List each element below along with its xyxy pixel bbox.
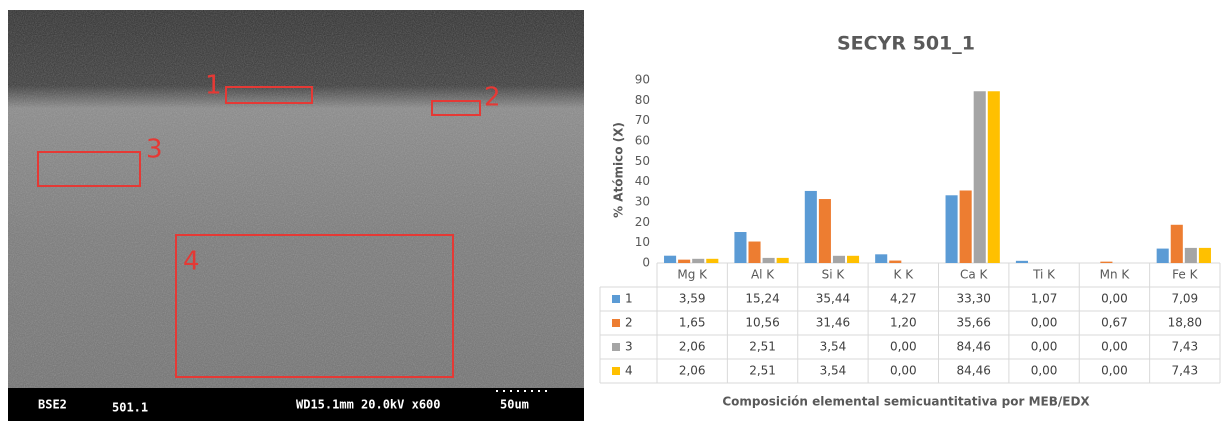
value-label: 4,27 [890,292,917,306]
bar [875,254,887,263]
x-axis-label: Composición elemental semicuantitativa p… [722,395,1090,409]
bar [734,232,746,263]
bar [664,256,676,263]
value-label: 1,65 [679,316,706,330]
region-label: 1 [205,71,222,101]
bar [1157,249,1169,263]
x-tick-label: Al K [751,268,775,282]
value-label: 3,54 [820,340,847,354]
bar [678,260,690,263]
value-label: 10,56 [745,316,779,330]
y-tick-label: 20 [635,215,650,229]
value-label: 7,09 [1171,292,1198,306]
legend-key [612,343,620,351]
x-tick-label: Ti K [1032,268,1056,282]
value-label: 3,59 [679,292,706,306]
bar [1016,261,1028,263]
region-label: 4 [183,247,200,277]
x-tick-label: Mn K [1100,268,1131,282]
y-tick-label: 50 [635,154,650,168]
bar [1185,248,1197,263]
legend-label: 4 [625,364,633,378]
bar [819,199,831,263]
bar [805,191,817,263]
value-label: 1,07 [1031,292,1058,306]
bar [1171,225,1183,263]
legend-key [612,295,620,303]
region-label: 3 [146,135,163,165]
value-label: 0,00 [890,340,917,354]
bar [889,261,901,263]
legend-label: 1 [625,292,633,306]
value-label: 15,24 [745,292,779,306]
sem-image: 1 2 3 4 BSE2 501.1 WD15.1mm 20.0kV x600 … [8,10,584,421]
y-tick-label: 0 [642,256,650,270]
value-label: 2,06 [679,364,706,378]
y-axis-label: % Atómico (X) [612,122,626,218]
y-tick-label: 60 [635,134,650,148]
x-tick-label: Si K [822,268,846,282]
value-label: 3,54 [820,364,847,378]
value-label: 35,44 [816,292,850,306]
value-label: 0,00 [1031,316,1058,330]
bar [706,259,718,263]
value-label: 0,00 [1031,340,1058,354]
y-tick-label: 70 [635,113,650,127]
info-detector: BSE2 [38,398,67,412]
bar [833,256,845,263]
y-tick-label: 90 [635,73,650,87]
bar [988,91,1000,263]
value-label: 84,46 [957,340,991,354]
x-tick-label: K K [894,268,915,282]
bar [974,91,986,263]
value-label: 0,00 [1101,340,1128,354]
legend-key [612,319,620,327]
value-label: 2,06 [679,340,706,354]
value-label: 18,80 [1168,316,1202,330]
value-label: 0,00 [1031,364,1058,378]
value-label: 0,00 [1101,364,1128,378]
bar [1100,262,1112,263]
value-label: 0,00 [890,364,917,378]
bar [748,242,760,263]
info-scale: 50um [500,398,529,412]
y-tick-label: 10 [635,235,650,249]
y-tick-label: 80 [635,93,650,107]
info-settings: WD15.1mm 20.0kV x600 [296,398,441,412]
value-label: 35,66 [957,316,991,330]
value-label: 2,51 [749,340,776,354]
bar [847,256,859,263]
bar [692,259,704,263]
x-tick-label: Fe K [1172,268,1198,282]
value-label: 7,43 [1171,364,1198,378]
bar [777,258,789,263]
legend-label: 2 [625,316,633,330]
bar [1199,248,1211,263]
chart-title: SECYR 501_1 [837,33,975,55]
legend-label: 3 [625,340,633,354]
value-label: 0,00 [1101,292,1128,306]
value-label: 31,46 [816,316,850,330]
bar [960,190,972,263]
bar [946,195,958,263]
y-tick-label: 40 [635,174,650,188]
value-label: 7,43 [1171,340,1198,354]
value-label: 1,20 [890,316,917,330]
legend-key [612,367,620,375]
x-tick-label: Ca K [960,268,989,282]
value-label: 0,67 [1101,316,1128,330]
bar [763,258,775,263]
info-sample: 501.1 [112,401,148,415]
value-label: 84,46 [957,364,991,378]
region-label: 2 [484,83,501,113]
value-label: 2,51 [749,364,776,378]
value-label: 33,30 [957,292,991,306]
page: 1 2 3 4 BSE2 501.1 WD15.1mm 20.0kV x600 … [0,0,1226,421]
y-tick-label: 30 [635,195,650,209]
x-tick-label: Mg K [677,268,708,282]
